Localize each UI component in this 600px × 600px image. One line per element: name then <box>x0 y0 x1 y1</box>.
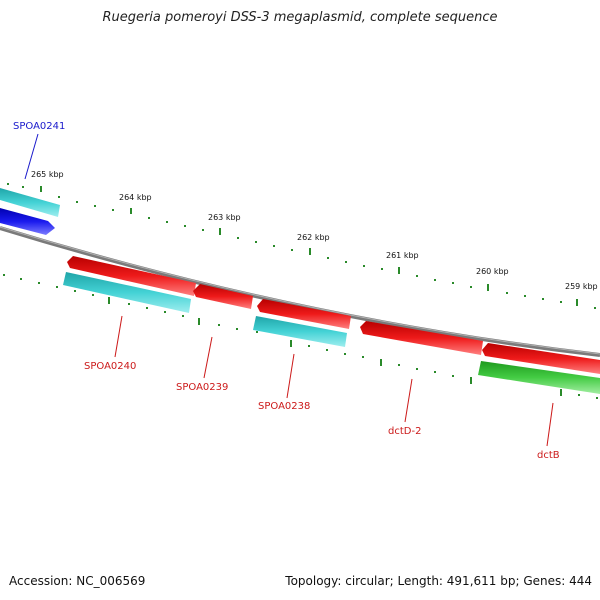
gene-label-spoa0238: SPOA0238 <box>258 401 310 412</box>
gene-label-spoa0240: SPOA0240 <box>84 361 136 372</box>
gene-label-dctb: dctB <box>537 450 560 461</box>
tick-label-259: 259 kbp <box>565 282 598 291</box>
gene-arrows <box>0 188 600 394</box>
tick-label-264: 264 kbp <box>119 193 152 202</box>
tick-label-261: 261 kbp <box>386 251 419 260</box>
gene-arrow-dctb <box>478 361 600 394</box>
gene-label-spoa0239: SPOA0239 <box>176 382 228 393</box>
tick-label-265: 265 kbp <box>31 170 64 179</box>
gene-arrow-dctd2 <box>360 321 483 355</box>
gene-arrow-spoa0240 <box>63 272 191 313</box>
backbone-arc <box>0 226 600 357</box>
topology-summary-text: Topology: circular; Length: 491,611 bp; … <box>285 574 592 588</box>
tick-label-260: 260 kbp <box>476 267 509 276</box>
map-title: Ruegeria pomeroyi DSS-3 megaplasmid, com… <box>102 10 498 25</box>
gene-arrow-spoa0241 <box>0 208 55 235</box>
gene-arrow-cyan-fragment <box>0 188 60 217</box>
gene-arrow-red-5 <box>482 343 600 374</box>
gene-label-spoa0241: SPOA0241 <box>13 121 65 132</box>
upper-tick-row <box>7 183 596 309</box>
tick-label-262: 262 kbp <box>297 233 330 242</box>
tick-label-263: 263 kbp <box>208 213 241 222</box>
leader-lines <box>24 133 554 447</box>
lower-tick-row <box>3 274 598 399</box>
tick-labels: 265 kbp 264 kbp 263 kbp 262 kbp 261 kbp … <box>31 170 598 291</box>
accession-text: Accession: NC_006569 <box>9 574 146 588</box>
gene-arrow-red-1 <box>67 256 196 296</box>
gene-label-dctd2: dctD-2 <box>388 426 421 437</box>
gene-arrow-spoa0238 <box>253 316 347 347</box>
gene-arrow-red-3 <box>257 299 351 329</box>
gene-labels: SPOA0241 SPOA0240 SPOA0239 SPOA0238 dctD… <box>13 121 560 461</box>
gene-arrow-spoa0239 <box>193 284 253 309</box>
